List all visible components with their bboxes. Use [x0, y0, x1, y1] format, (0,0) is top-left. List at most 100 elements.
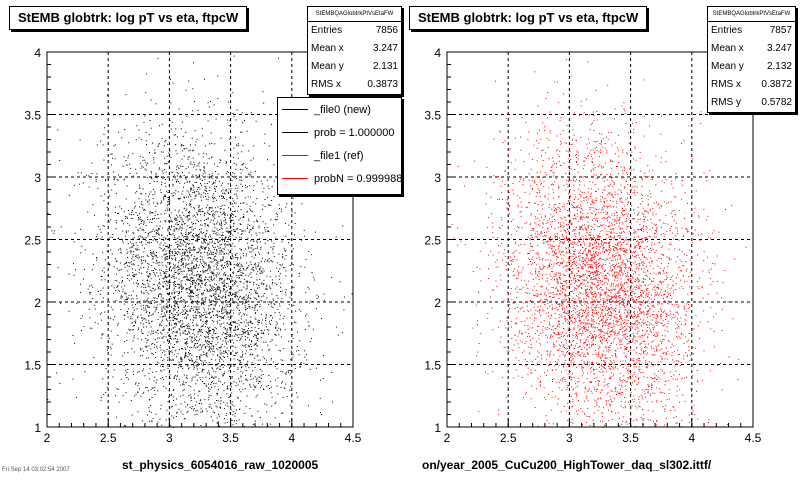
- scatter-point: [210, 395, 212, 397]
- scatter-point: [228, 303, 230, 305]
- scatter-point: [229, 197, 231, 199]
- scatter-point: [153, 181, 155, 182]
- scatter-point: [193, 329, 195, 330]
- scatter-point: [124, 285, 126, 287]
- scatter-point: [246, 130, 248, 132]
- scatter-point: [182, 263, 184, 265]
- scatter-point: [178, 236, 180, 238]
- scatter-point: [87, 175, 89, 177]
- scatter-point: [101, 312, 103, 314]
- scatter-point: [191, 199, 193, 201]
- scatter-point: [209, 284, 211, 286]
- scatter-point: [174, 264, 176, 266]
- scatter-point: [130, 278, 132, 280]
- scatter-point: [272, 361, 274, 363]
- scatter-point: [164, 213, 166, 215]
- scatter-point: [147, 280, 149, 282]
- scatter-point: [112, 157, 113, 159]
- scatter-point: [320, 412, 321, 414]
- scatter-point: [218, 294, 220, 296]
- scatter-point: [227, 266, 228, 267]
- scatter-point: [211, 238, 213, 240]
- scatter-point: [610, 377, 612, 379]
- scatter-point: [202, 270, 204, 272]
- scatter-point: [244, 335, 246, 337]
- scatter-point: [137, 217, 139, 219]
- scatter-point: [187, 237, 189, 239]
- scatter-point: [200, 348, 202, 350]
- scatter-point: [232, 219, 234, 221]
- scatter-point: [156, 259, 158, 261]
- scatter-point: [204, 279, 206, 281]
- scatter-point: [212, 300, 214, 302]
- scatter-point: [133, 373, 135, 375]
- scatter-point: [262, 221, 264, 223]
- scatter-point: [140, 355, 142, 357]
- scatter-point: [245, 302, 247, 304]
- scatter-point: [251, 341, 252, 343]
- scatter-point: [255, 330, 257, 332]
- scatter-point: [251, 415, 253, 417]
- scatter-point: [622, 223, 624, 225]
- scatter-point: [174, 374, 176, 376]
- scatter-point: [177, 251, 179, 253]
- scatter-point: [142, 238, 144, 240]
- scatter-point: [80, 228, 82, 230]
- legend-entry-probn: probN = 0.999988: [278, 167, 401, 190]
- scatter-point: [197, 345, 199, 347]
- scatter-point: [199, 376, 201, 378]
- scatter-point: [214, 196, 215, 198]
- scatter-point: [215, 293, 217, 295]
- scatter-point: [254, 376, 256, 378]
- scatter-point: [173, 378, 175, 379]
- scatter-point: [240, 337, 242, 339]
- scatter-point: [177, 303, 179, 305]
- scatter-point: [173, 316, 175, 317]
- scatter-point: [257, 292, 259, 294]
- scatter-point: [268, 188, 270, 190]
- scatter-point: [103, 133, 105, 135]
- scatter-point: [289, 389, 291, 391]
- scatter-point: [145, 193, 147, 195]
- scatter-point: [226, 227, 228, 229]
- scatter-point: [594, 152, 595, 153]
- scatter-point: [167, 292, 169, 294]
- scatter-point: [232, 321, 234, 323]
- scatter-point: [238, 324, 240, 326]
- scatter-point: [242, 333, 244, 335]
- scatter-point: [192, 269, 194, 271]
- scatter-point: [76, 396, 77, 398]
- scatter-point: [149, 420, 151, 422]
- scatter-point: [110, 249, 112, 251]
- scatter-point: [217, 320, 218, 322]
- scatter-point: [147, 235, 149, 237]
- scatter-point: [200, 319, 202, 321]
- scatter-point: [215, 405, 217, 407]
- scatter-point: [236, 334, 238, 336]
- legend-box[interactable]: _file0 (new) prob = 1.000000 _file1 (ref…: [277, 97, 402, 195]
- scatter-point: [596, 307, 598, 309]
- scatter-point: [211, 341, 213, 342]
- scatter-point: [125, 94, 127, 96]
- scatter-point: [261, 282, 263, 284]
- scatter-point: [72, 335, 74, 336]
- scatter-point: [198, 283, 199, 285]
- scatter-point: [219, 347, 221, 349]
- scatter-point: [185, 262, 187, 264]
- scatter-point: [118, 401, 120, 403]
- scatter-point: [190, 268, 192, 270]
- scatter-point: [256, 181, 258, 183]
- scatter-point: [219, 381, 221, 383]
- scatter-point: [149, 193, 150, 195]
- scatter-point: [183, 374, 185, 376]
- scatter-point: [210, 308, 212, 310]
- scatter-point: [195, 141, 197, 143]
- scatter-point: [259, 278, 261, 280]
- scatter-point: [224, 262, 226, 264]
- scatter-point: [143, 222, 145, 224]
- stats-box[interactable]: StEMBQAGlobtrkPtVsEtaFW Entries 7856 Mean…: [307, 6, 402, 95]
- scatter-point: [284, 249, 286, 251]
- scatter-point: [163, 341, 165, 343]
- scatter-point: [204, 360, 206, 362]
- scatter-point: [171, 171, 173, 173]
